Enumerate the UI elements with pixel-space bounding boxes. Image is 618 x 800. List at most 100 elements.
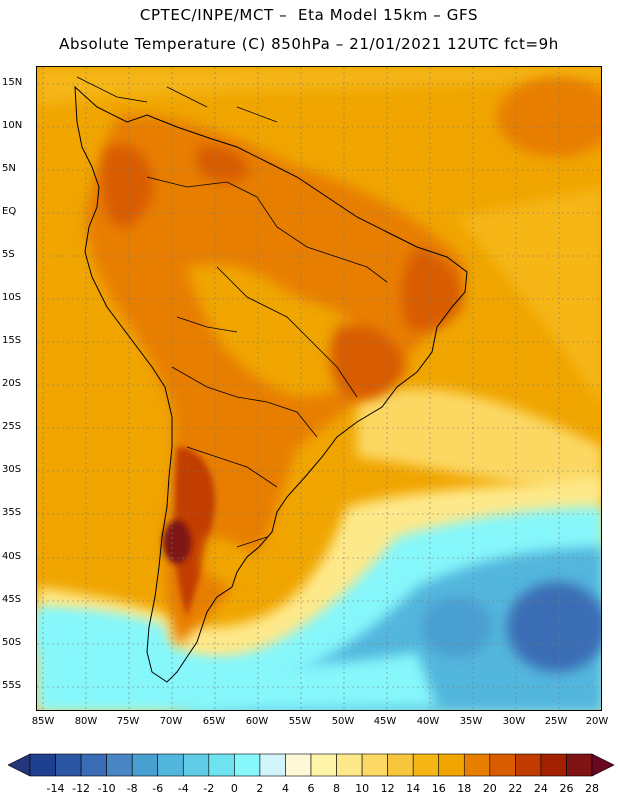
temperature-field-svg	[37, 67, 601, 710]
colorbar-label-20: 26	[559, 782, 574, 795]
colorbar-label-3: -8	[126, 782, 138, 795]
sw-cyan	[37, 610, 167, 667]
deep-cold-blob	[507, 582, 601, 672]
colorbar-label-13: 12	[380, 782, 395, 795]
temperature-map	[36, 66, 602, 711]
colorbar-label-21: 28	[585, 782, 599, 795]
colorbar-label-1: -12	[72, 782, 91, 795]
colorbar-swatch-3	[106, 753, 133, 777]
colorbar-label-9: 4	[281, 782, 289, 795]
lon-label-60w: 60W	[245, 716, 269, 727]
colorbar-label-11: 8	[333, 782, 341, 795]
colorbar-swatch-9	[259, 753, 286, 777]
argentina-hottest-core	[163, 520, 191, 564]
colorbar-label-5: -4	[177, 782, 189, 795]
lon-label-65w: 65W	[202, 716, 226, 727]
colorbar-swatch-1	[55, 753, 82, 777]
lon-label-70w: 70W	[159, 716, 183, 727]
colorbar-swatch-0	[29, 753, 56, 777]
colorbar-label-14: 14	[406, 782, 421, 795]
ne-warm-blob	[497, 77, 601, 157]
colorbar-label-18: 22	[508, 782, 523, 795]
venezuela-hot	[197, 146, 248, 183]
lat-label-25s: 25S	[2, 421, 22, 432]
colorbar-swatch-6	[182, 753, 210, 777]
lat-lon-grid	[37, 67, 601, 710]
south-blue-band	[176, 547, 601, 710]
colorbar-label-19: 24	[533, 782, 548, 795]
lat-label-45s: 45S	[2, 594, 22, 605]
lat-label-40s: 40S	[2, 551, 22, 562]
lat-label-15s: 15S	[2, 335, 22, 346]
lon-label-25w: 25W	[544, 716, 568, 727]
colorbar-swatch-5	[157, 753, 184, 777]
lat-label-15n: 15N	[2, 77, 23, 88]
lat-label-50s: 50S	[2, 637, 22, 648]
colorbar-under-arrow	[8, 753, 31, 777]
continent-coastline	[74, 85, 468, 683]
south-atlantic-yellow	[357, 388, 601, 497]
lat-label-10s: 10S	[2, 292, 22, 303]
lon-label-30w: 30W	[502, 716, 526, 727]
colorbar-swatch-10	[285, 753, 312, 777]
colorbar-label-6: -2	[203, 782, 215, 795]
colorbar-swatch-7	[208, 753, 235, 777]
colorbar-label-8: 2	[256, 782, 264, 795]
colorbar-label-0: -14	[46, 782, 65, 795]
caribbean-coastline	[76, 76, 278, 123]
drake-cyan	[187, 652, 437, 710]
lon-label-45w: 45W	[373, 716, 397, 727]
central-hot-field	[330, 324, 407, 399]
lon-label-85w: 85W	[31, 716, 55, 727]
argentina-hot-core	[174, 447, 216, 617]
colorbar-swatch-14	[387, 753, 414, 777]
colorbar-swatch-17	[463, 753, 491, 777]
lon-label-50w: 50W	[331, 716, 355, 727]
country-borders	[146, 176, 388, 548]
lon-label-55w: 55W	[288, 716, 312, 727]
cold-blob	[422, 597, 492, 657]
colorbar-label-7: 0	[230, 782, 238, 795]
chart-title-line-1: CPTEC/INPE/MCT – Eta Model 15km – GFS	[139, 6, 479, 24]
colorbar-swatch-8	[234, 753, 261, 777]
lat-label-20s: 20S	[2, 378, 22, 389]
northern-band	[37, 67, 601, 107]
east-ocean-band	[457, 187, 601, 404]
colorbar-swatch-20	[540, 753, 567, 777]
lon-label-80w: 80W	[74, 716, 98, 727]
lat-label-35s: 35S	[2, 507, 22, 518]
interior-cooler-field	[187, 264, 377, 397]
lon-label-35w: 35W	[459, 716, 483, 727]
colorbar-swatch-2	[80, 753, 107, 777]
colorbar-swatches	[8, 753, 614, 777]
colorbar-swatch-16	[438, 753, 465, 777]
lat-label-5s: 5S	[2, 249, 15, 260]
lon-label-75w: 75W	[116, 716, 140, 727]
colorbar-swatch-4	[131, 753, 159, 777]
andes-north-hot	[101, 144, 153, 228]
colorbar-swatch-15	[412, 753, 440, 777]
northeast-hot-field	[401, 247, 463, 331]
colorbar-label-15: 16	[431, 782, 446, 795]
colorbar-swatch-12	[336, 753, 363, 777]
colorbar-label-17: 20	[482, 782, 497, 795]
lon-label-40w: 40W	[416, 716, 440, 727]
lat-label-eq: EQ	[2, 206, 17, 217]
chart-title-line-2: Absolute Temperature (C) 850hPa – 21/01/…	[59, 35, 559, 53]
lon-label-20w: 20W	[585, 716, 609, 727]
lat-label-30s: 30S	[2, 464, 22, 475]
lat-label-5n: 5N	[2, 163, 16, 174]
colorbar-swatch-21	[566, 753, 593, 777]
colorbar-swatch-19	[515, 753, 542, 777]
colorbar-label-2: -10	[97, 782, 116, 795]
colorbar-over-arrow	[591, 753, 614, 777]
colorbar-label-10: 6	[307, 782, 315, 795]
lat-label-10n: 10N	[2, 120, 23, 131]
colorbar-label-4: -6	[152, 782, 164, 795]
colorbar-label-16: 18	[457, 782, 472, 795]
colorbar-swatch-13	[361, 753, 388, 777]
colorbar-swatch-11	[310, 753, 337, 777]
temperature-colorbar	[8, 753, 614, 777]
colorbar-swatch-18	[489, 753, 516, 777]
colorbar-label-12: 10	[355, 782, 370, 795]
